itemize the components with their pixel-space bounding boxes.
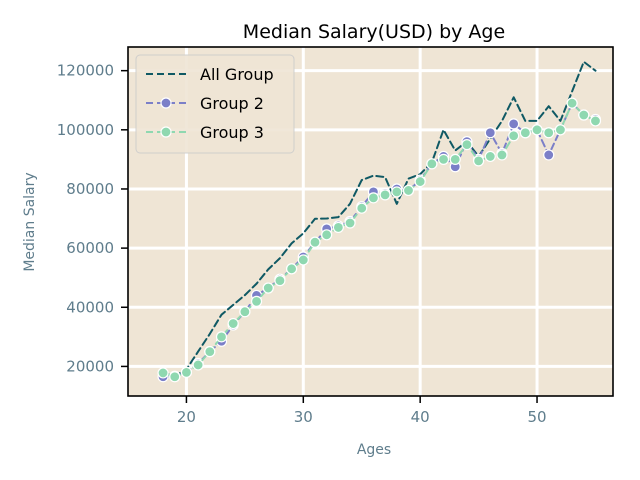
legend-label: Group 2 — [200, 94, 264, 113]
x-axis: 20 30 40 50 — [177, 396, 547, 426]
data-point — [180, 366, 193, 378]
data-point — [566, 97, 578, 109]
data-point — [508, 130, 520, 142]
data-point — [391, 186, 403, 198]
y-tick-label: 100000 — [57, 121, 114, 139]
data-point — [262, 282, 274, 294]
data-point — [250, 295, 263, 307]
data-point — [356, 202, 368, 214]
data-point — [297, 254, 309, 266]
data-point — [157, 367, 169, 379]
data-point — [321, 229, 333, 241]
data-point — [543, 149, 555, 161]
legend-label: Group 3 — [200, 123, 264, 142]
data-point — [461, 139, 473, 151]
data-point — [204, 346, 216, 358]
series-line-1 — [162, 60, 597, 378]
data-point — [309, 236, 321, 248]
y-tick-label: 20000 — [66, 357, 114, 375]
data-point — [496, 149, 508, 161]
data-point — [449, 153, 461, 165]
legend-box — [135, 54, 295, 154]
data-point — [543, 127, 555, 139]
data-point — [332, 221, 344, 234]
data-point — [169, 371, 181, 383]
data-point — [484, 127, 496, 139]
data-point — [508, 118, 520, 130]
data-point — [531, 124, 543, 136]
data-point — [414, 175, 426, 188]
data-point — [402, 184, 415, 197]
data-point — [484, 150, 496, 163]
series-layer — [157, 60, 602, 383]
data-point — [344, 217, 356, 229]
data-point — [286, 263, 298, 275]
data-point — [519, 127, 531, 139]
data-point — [239, 306, 251, 318]
x-tick-label: 30 — [294, 408, 313, 426]
chart-title: Median Salary(USD) by Age — [243, 21, 505, 43]
data-point — [473, 155, 485, 167]
data-point — [426, 158, 438, 170]
data-point — [578, 109, 590, 121]
data-point — [215, 331, 228, 343]
data-point — [437, 153, 450, 165]
data-point — [379, 189, 391, 201]
x-tick-label: 50 — [527, 408, 546, 426]
legend-label: All Group — [200, 65, 274, 84]
x-axis-label: Ages — [357, 442, 391, 458]
x-tick-label: 40 — [411, 408, 430, 426]
y-tick-label: 40000 — [66, 298, 114, 316]
data-point — [589, 115, 602, 127]
y-axis: 20000 40000 60000 80000 100000 120000 — [57, 62, 128, 375]
legend-marker — [160, 97, 172, 109]
data-point — [192, 359, 204, 371]
data-point — [227, 317, 239, 330]
y-tick-label: 80000 — [66, 180, 114, 198]
x-tick-label: 20 — [177, 408, 196, 426]
y-tick-label: 60000 — [66, 239, 114, 257]
data-point — [274, 275, 286, 287]
data-point — [367, 192, 380, 204]
data-point — [554, 124, 567, 136]
legend: All Group Group 2 Group 3 — [135, 54, 295, 154]
legend-marker — [160, 126, 172, 138]
plot-border — [127, 46, 614, 397]
y-tick-label: 120000 — [57, 62, 114, 80]
y-axis-label: Median Salary — [22, 172, 38, 271]
